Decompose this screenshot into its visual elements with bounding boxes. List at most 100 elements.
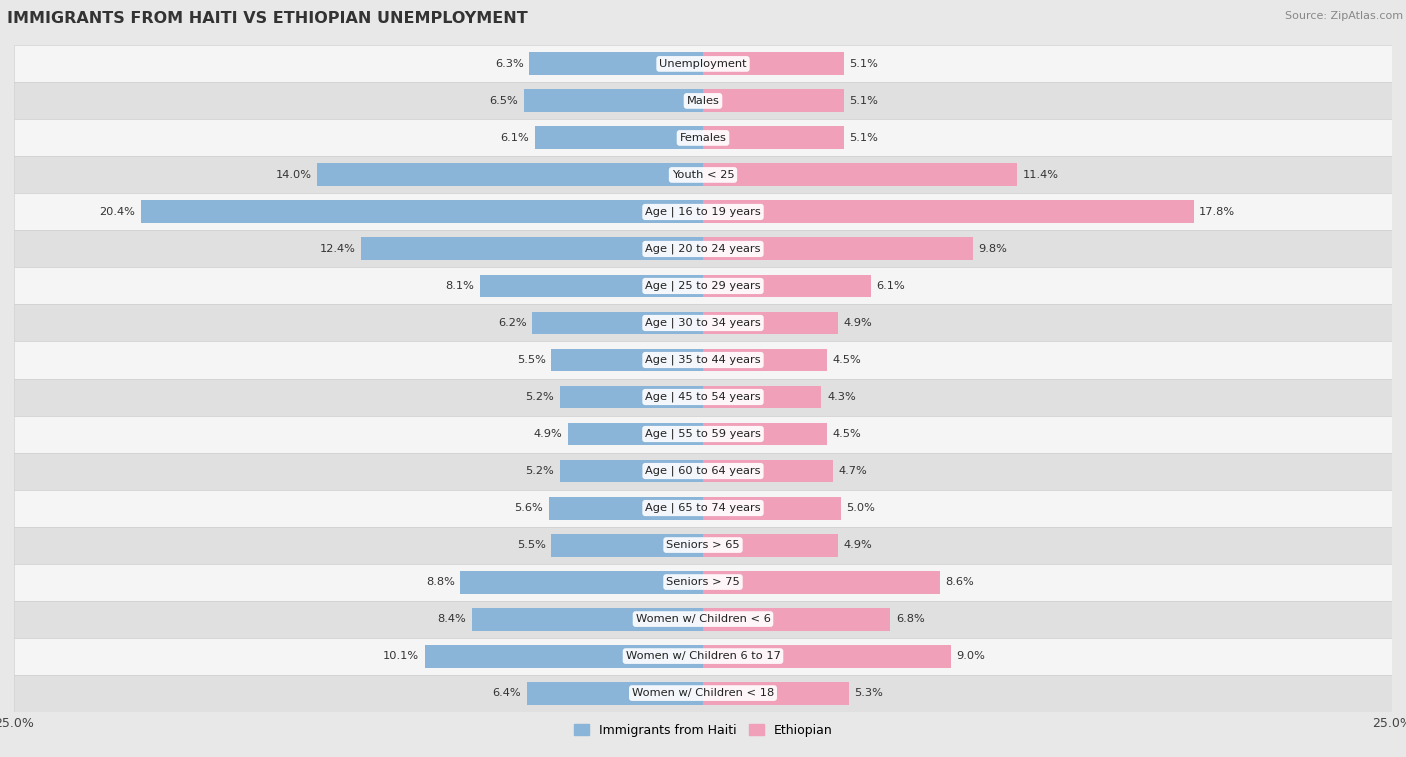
Text: 20.4%: 20.4% <box>100 207 135 217</box>
FancyBboxPatch shape <box>14 267 1392 304</box>
Text: 4.3%: 4.3% <box>827 392 856 402</box>
Text: 5.1%: 5.1% <box>849 96 877 106</box>
Text: 6.1%: 6.1% <box>876 281 905 291</box>
FancyBboxPatch shape <box>14 600 1392 637</box>
Bar <box>361 238 703 260</box>
Text: Age | 25 to 29 years: Age | 25 to 29 years <box>645 281 761 291</box>
Bar <box>703 645 950 668</box>
Text: Source: ZipAtlas.com: Source: ZipAtlas.com <box>1285 11 1403 21</box>
Text: 11.4%: 11.4% <box>1022 170 1059 180</box>
Text: 6.4%: 6.4% <box>492 688 522 698</box>
Bar <box>568 422 703 445</box>
Text: Unemployment: Unemployment <box>659 59 747 69</box>
Text: 6.1%: 6.1% <box>501 133 530 143</box>
Text: 4.5%: 4.5% <box>832 429 862 439</box>
FancyBboxPatch shape <box>14 490 1392 527</box>
Text: 5.3%: 5.3% <box>855 688 883 698</box>
Text: 5.2%: 5.2% <box>526 466 554 476</box>
Bar <box>703 201 1194 223</box>
Bar <box>703 385 821 409</box>
Bar <box>534 126 703 149</box>
Text: 5.0%: 5.0% <box>846 503 875 513</box>
Bar <box>703 459 832 482</box>
Text: Seniors > 65: Seniors > 65 <box>666 540 740 550</box>
Bar <box>703 497 841 519</box>
FancyBboxPatch shape <box>14 378 1392 416</box>
Text: 9.8%: 9.8% <box>979 244 1008 254</box>
Bar <box>703 422 827 445</box>
FancyBboxPatch shape <box>14 637 1392 674</box>
FancyBboxPatch shape <box>14 120 1392 157</box>
Text: 5.6%: 5.6% <box>515 503 543 513</box>
Bar <box>531 312 703 335</box>
Text: Age | 20 to 24 years: Age | 20 to 24 years <box>645 244 761 254</box>
FancyBboxPatch shape <box>14 563 1392 600</box>
Text: Women w/ Children < 18: Women w/ Children < 18 <box>631 688 775 698</box>
Bar <box>527 681 703 705</box>
FancyBboxPatch shape <box>14 527 1392 563</box>
Text: Youth < 25: Youth < 25 <box>672 170 734 180</box>
Bar <box>703 164 1017 186</box>
FancyBboxPatch shape <box>14 45 1392 83</box>
Text: 4.5%: 4.5% <box>832 355 862 365</box>
Bar <box>548 497 703 519</box>
Bar <box>560 385 703 409</box>
Bar <box>551 348 703 372</box>
Text: Age | 16 to 19 years: Age | 16 to 19 years <box>645 207 761 217</box>
Bar <box>703 52 844 76</box>
Bar <box>425 645 703 668</box>
FancyBboxPatch shape <box>14 230 1392 267</box>
Bar <box>471 608 703 631</box>
Text: 9.0%: 9.0% <box>956 651 986 661</box>
Text: Age | 35 to 44 years: Age | 35 to 44 years <box>645 355 761 365</box>
Bar <box>318 164 703 186</box>
Bar <box>703 89 844 112</box>
Text: 4.9%: 4.9% <box>844 540 872 550</box>
Bar <box>530 52 703 76</box>
Text: Age | 60 to 64 years: Age | 60 to 64 years <box>645 466 761 476</box>
FancyBboxPatch shape <box>14 416 1392 453</box>
Text: 4.7%: 4.7% <box>838 466 866 476</box>
FancyBboxPatch shape <box>14 674 1392 712</box>
Text: Seniors > 75: Seniors > 75 <box>666 577 740 587</box>
Text: 6.8%: 6.8% <box>896 614 925 624</box>
Text: 8.8%: 8.8% <box>426 577 456 587</box>
Legend: Immigrants from Haiti, Ethiopian: Immigrants from Haiti, Ethiopian <box>568 719 838 742</box>
Text: Age | 65 to 74 years: Age | 65 to 74 years <box>645 503 761 513</box>
Text: 5.1%: 5.1% <box>849 133 877 143</box>
Text: Women w/ Children 6 to 17: Women w/ Children 6 to 17 <box>626 651 780 661</box>
Text: Age | 45 to 54 years: Age | 45 to 54 years <box>645 392 761 402</box>
Bar <box>703 126 844 149</box>
FancyBboxPatch shape <box>14 304 1392 341</box>
Bar <box>551 534 703 556</box>
Text: Age | 55 to 59 years: Age | 55 to 59 years <box>645 428 761 439</box>
Text: 6.3%: 6.3% <box>495 59 524 69</box>
Text: 5.2%: 5.2% <box>526 392 554 402</box>
Text: IMMIGRANTS FROM HAITI VS ETHIOPIAN UNEMPLOYMENT: IMMIGRANTS FROM HAITI VS ETHIOPIAN UNEMP… <box>7 11 527 26</box>
Text: 5.5%: 5.5% <box>517 355 546 365</box>
Text: 12.4%: 12.4% <box>321 244 356 254</box>
Bar <box>703 571 941 593</box>
Text: 4.9%: 4.9% <box>534 429 562 439</box>
Text: 6.5%: 6.5% <box>489 96 519 106</box>
FancyBboxPatch shape <box>14 83 1392 120</box>
Text: 6.2%: 6.2% <box>498 318 527 328</box>
Bar <box>524 89 703 112</box>
Text: Males: Males <box>686 96 720 106</box>
Text: 14.0%: 14.0% <box>276 170 312 180</box>
Text: Age | 30 to 34 years: Age | 30 to 34 years <box>645 318 761 329</box>
Text: 5.5%: 5.5% <box>517 540 546 550</box>
Bar <box>479 275 703 298</box>
FancyBboxPatch shape <box>14 194 1392 230</box>
Bar <box>703 238 973 260</box>
Text: 5.1%: 5.1% <box>849 59 877 69</box>
Bar <box>703 312 838 335</box>
FancyBboxPatch shape <box>14 341 1392 378</box>
FancyBboxPatch shape <box>14 453 1392 490</box>
Text: 10.1%: 10.1% <box>382 651 419 661</box>
Text: Women w/ Children < 6: Women w/ Children < 6 <box>636 614 770 624</box>
Text: 8.4%: 8.4% <box>437 614 465 624</box>
Text: Females: Females <box>679 133 727 143</box>
Text: 4.9%: 4.9% <box>844 318 872 328</box>
Bar <box>703 275 872 298</box>
